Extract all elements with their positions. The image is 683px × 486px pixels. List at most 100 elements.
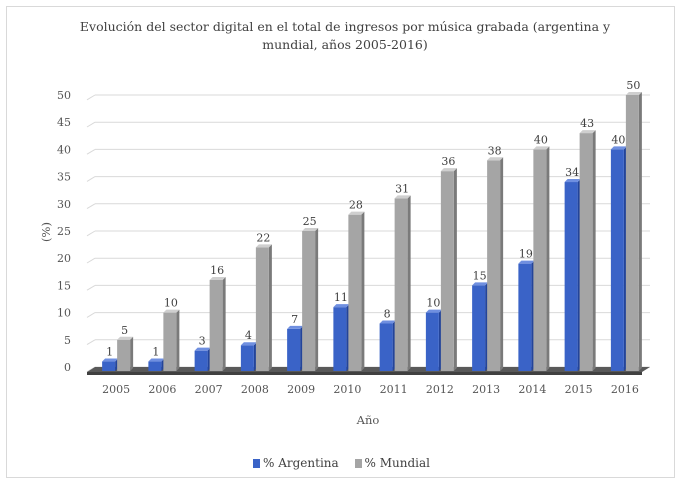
y-tick-label: 5 xyxy=(64,334,71,347)
gridline-side xyxy=(86,94,96,101)
bar-top xyxy=(194,347,211,351)
data-label-mundial: 10 xyxy=(164,297,178,310)
bar-side xyxy=(361,211,365,371)
y-tick-label: 30 xyxy=(57,198,71,211)
bar-top xyxy=(333,304,350,308)
bar-top xyxy=(348,211,365,215)
gridline-side xyxy=(86,284,96,291)
x-tick-label: 2006 xyxy=(148,383,176,396)
bar-top xyxy=(440,168,457,172)
data-label-mundial: 22 xyxy=(256,231,270,244)
gridline-side xyxy=(86,366,96,373)
y-tick-label: 45 xyxy=(57,116,71,129)
data-label-argentina: 34 xyxy=(565,166,579,179)
chart-title: Evolución del sector digital en el total… xyxy=(79,19,611,52)
bar-mundial xyxy=(533,149,547,371)
data-label-mundial: 43 xyxy=(580,117,594,130)
data-label-mundial: 5 xyxy=(121,324,128,337)
bar-side xyxy=(407,195,411,371)
y-tick-label: 0 xyxy=(64,361,71,374)
bar-side xyxy=(592,130,596,371)
bar-argentina xyxy=(564,182,578,371)
bar-side xyxy=(546,146,550,371)
data-label-argentina: 7 xyxy=(291,313,298,326)
x-tick-label: 2013 xyxy=(472,383,500,396)
bar-mundial xyxy=(348,214,362,371)
data-label-argentina: 19 xyxy=(519,248,533,261)
data-label-mundial: 36 xyxy=(441,155,455,168)
bar-mundial xyxy=(579,133,593,371)
bar-top xyxy=(240,342,257,346)
data-label-argentina: 4 xyxy=(245,329,252,342)
bar-top xyxy=(209,276,226,280)
bar-mundial xyxy=(117,339,131,371)
bar-top xyxy=(117,336,134,340)
data-label-argentina: 15 xyxy=(473,269,487,282)
bars xyxy=(102,92,642,371)
bar-mundial xyxy=(394,198,408,371)
bar-side xyxy=(453,168,457,371)
x-axis-ticks: 2005 2006 2007 2008 2009 2010 2011 2012 2013 2014… xyxy=(102,383,639,396)
data-label-mundial: 16 xyxy=(210,264,224,277)
bar-top xyxy=(287,325,304,329)
x-tick-label: 2014 xyxy=(518,383,546,396)
bar-argentina xyxy=(148,361,162,371)
bar-argentina xyxy=(472,285,486,371)
bar-side xyxy=(130,336,134,371)
bar-top xyxy=(518,260,535,264)
bar-top xyxy=(394,195,411,199)
chart-floor xyxy=(87,367,650,375)
bar-top xyxy=(579,130,596,134)
data-label-argentina: 40 xyxy=(611,133,625,146)
gridline-side xyxy=(86,257,96,264)
gridline-side xyxy=(86,230,96,237)
bar-mundial xyxy=(440,171,454,371)
x-axis-label: Año xyxy=(356,413,380,427)
x-tick-label: 2015 xyxy=(565,383,593,396)
y-tick-label: 35 xyxy=(57,171,71,184)
data-label-mundial: 40 xyxy=(534,133,548,146)
x-tick-label: 2009 xyxy=(287,383,315,396)
data-labels: 1511031642272511288311036153819403443405… xyxy=(106,79,640,359)
x-tick-label: 2016 xyxy=(611,383,639,396)
data-label-mundial: 50 xyxy=(626,79,640,92)
x-tick-label: 2012 xyxy=(426,383,454,396)
x-tick-label: 2011 xyxy=(380,383,408,396)
bar-top xyxy=(148,358,165,362)
bar-mundial xyxy=(625,95,639,371)
bar-argentina xyxy=(287,328,301,371)
gridline-side xyxy=(86,312,96,318)
bar-top xyxy=(302,228,319,231)
y-tick-label: 25 xyxy=(57,225,71,238)
y-tick-label: 20 xyxy=(57,252,71,265)
data-label-mundial: 31 xyxy=(395,182,409,195)
gridline-side xyxy=(86,148,96,155)
x-tick-label: 2007 xyxy=(195,383,223,396)
y-tick-label: 40 xyxy=(57,143,71,156)
data-label-argentina: 3 xyxy=(199,335,206,348)
x-tick-label: 2010 xyxy=(333,383,361,396)
bar-mundial xyxy=(302,231,316,371)
legend-label-argentina: % Argentina xyxy=(263,456,339,470)
bar-argentina xyxy=(333,307,347,371)
y-tick-label: 15 xyxy=(57,279,71,292)
floor-top xyxy=(87,367,650,372)
bar-argentina xyxy=(379,323,393,371)
data-label-argentina: 10 xyxy=(426,297,440,310)
x-tick-label: 2008 xyxy=(241,383,269,396)
legend-item-mundial: % Mundial xyxy=(354,456,430,470)
data-label-argentina: 8 xyxy=(384,307,391,320)
bar-top xyxy=(163,309,180,313)
bar-side xyxy=(268,244,272,371)
bar-mundial xyxy=(255,247,269,371)
gridline-side xyxy=(86,121,96,128)
bar-argentina xyxy=(194,350,208,371)
bar-top xyxy=(472,282,489,286)
gridline-side xyxy=(86,176,96,182)
y-tick-label: 50 xyxy=(57,89,71,102)
chart-frame xyxy=(6,6,675,478)
y-tick-label: 10 xyxy=(57,307,71,320)
bar-side xyxy=(500,157,504,371)
gridline-side xyxy=(86,203,96,210)
